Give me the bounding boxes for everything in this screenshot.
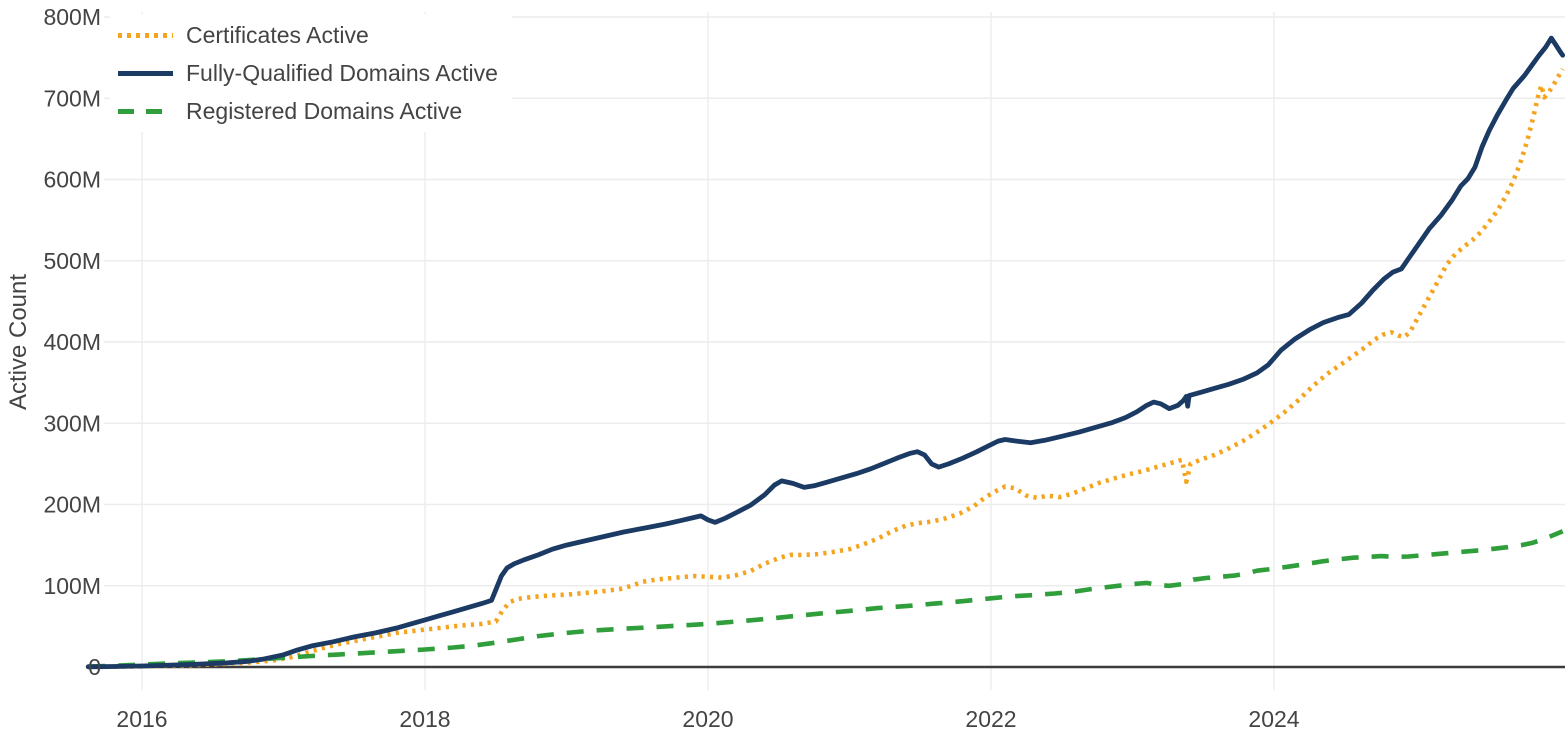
y-tick-label-300M: 300M [43,410,101,436]
y-tick-label-0: 0 [88,654,101,680]
x-tick-label-2020: 2020 [682,706,733,732]
legend-label-certificates-active: Certificates Active [186,21,369,48]
series-line-fully-qualified-domains-active[interactable] [85,35,1565,670]
x-tick-label-2018: 2018 [399,706,450,732]
legend-item-fully-qualified-domains-active[interactable]: Fully-Qualified Domains Active [110,54,498,92]
legend-item-certificates-active[interactable]: Certificates Active [110,16,498,54]
legend-label-registered-domains-active: Registered Domains Active [186,97,463,124]
y-tick-label-600M: 600M [43,167,101,193]
y-tick-label-100M: 100M [43,573,101,599]
y-axis-title: Active Count [5,274,32,410]
chart-legend: Certificates Active Fully-Qualified Doma… [110,14,512,132]
series-line-certificates-active[interactable] [88,67,1565,670]
y-tick-label-400M: 400M [43,329,101,355]
y-tick-label-200M: 200M [43,492,101,518]
x-tick-label-2022: 2022 [965,706,1016,732]
fqdn-solid-line-swatch-icon [118,70,173,76]
y-tick-label-500M: 500M [43,248,101,274]
y-tick-label-700M: 700M [43,85,101,111]
certificates-dotted-line-swatch-icon [118,32,173,38]
legend-label-fully-qualified-domains-active: Fully-Qualified Domains Active [186,59,498,86]
legend-item-registered-domains-active[interactable]: Registered Domains Active [110,92,498,130]
x-tick-label-2024: 2024 [1248,706,1299,732]
y-tick-label-800M: 800M [43,4,101,30]
registered-dashed-line-swatch-icon [118,108,173,114]
series-line-registered-domains-active[interactable] [88,529,1564,669]
x-tick-label-2016: 2016 [116,706,167,732]
